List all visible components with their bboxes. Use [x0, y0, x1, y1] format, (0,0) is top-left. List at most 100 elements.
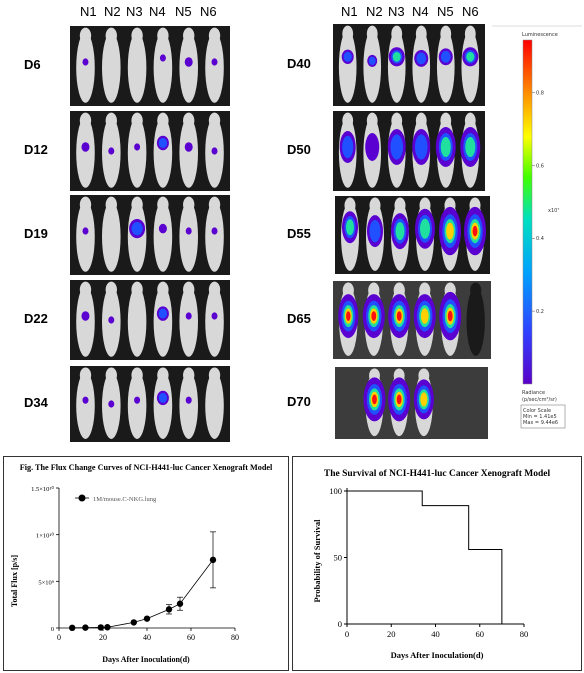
- color-scale-max: Max = 9.44e6: [523, 420, 558, 426]
- signal-spot: [185, 396, 192, 404]
- mouse: [102, 112, 121, 188]
- right-d65-imaging-panel: [333, 281, 491, 359]
- left-column-n3: N3: [126, 4, 143, 19]
- right-column-n3: N3: [388, 4, 405, 19]
- mouse: [127, 281, 147, 357]
- mouse: [76, 196, 95, 272]
- signal-spot: [363, 377, 386, 422]
- signal-spot: [413, 379, 434, 420]
- mouse: [205, 27, 224, 103]
- signal-spot: [339, 131, 356, 163]
- signal-spot: [82, 227, 89, 235]
- signal-spot: [362, 294, 385, 339]
- signal-spot: [438, 48, 453, 66]
- mouse: [102, 196, 121, 272]
- day-label-d40: D40: [287, 56, 311, 71]
- flux-x-tick-label: 20: [99, 633, 107, 642]
- signal-spot: [185, 312, 192, 320]
- signal-spot: [211, 58, 218, 66]
- mouse: [76, 281, 95, 357]
- mouse: [102, 367, 121, 439]
- mouse: [413, 368, 434, 437]
- day-label-d55: D55: [287, 226, 311, 241]
- signal-spot: [439, 206, 461, 256]
- right-d50-imaging-panel: [333, 111, 485, 191]
- flux-data-point: [165, 606, 173, 613]
- colorbar-gradient: [522, 39, 533, 385]
- signal-spot: [464, 206, 486, 256]
- colorbar-tick-label: 0.4: [536, 236, 544, 242]
- survival-x-tick-label: 40: [431, 629, 440, 639]
- flux-data-point: [143, 615, 151, 622]
- mouse: [127, 367, 147, 439]
- right-column-n4: N4: [412, 4, 429, 19]
- survival-chart: The Survival of NCI-H441-luc Cancer Xeno…: [312, 469, 551, 660]
- left-d12-imaging-panel: [70, 111, 230, 191]
- mouse: [127, 27, 147, 103]
- colorbar-ticks: 0.8 0.6 0.4 0.2: [532, 90, 544, 315]
- mouse: [153, 27, 173, 103]
- signal-spot: [156, 135, 169, 151]
- signal-spot: [134, 396, 141, 404]
- signal-spot: [156, 390, 169, 406]
- left-column-n5: N5: [175, 4, 192, 19]
- flux-data-point: [130, 619, 137, 626]
- mouse: [363, 25, 382, 103]
- mouse: [153, 112, 173, 188]
- flux-chart: Fig. The Flux Change Curves of NCI-H441-…: [10, 463, 273, 664]
- colorbar-title: Luminescence: [522, 32, 558, 38]
- mouse: [127, 196, 147, 272]
- right-column-n6: N6: [462, 4, 479, 19]
- left-column-n1: N1: [80, 4, 97, 19]
- mouse: [102, 27, 121, 103]
- mouse: [205, 196, 224, 272]
- mouse: [412, 112, 431, 188]
- signal-spot: [342, 211, 358, 244]
- survival-chart-frame: [292, 456, 582, 671]
- signal-spot: [413, 294, 436, 339]
- mouse: [76, 112, 95, 188]
- mouse: [439, 282, 462, 356]
- signal-spot: [156, 306, 169, 321]
- signal-spot: [185, 227, 192, 235]
- colorbar-tick-label: 0.8: [536, 90, 544, 96]
- mouse: [439, 368, 458, 437]
- flux-y-tick-label: 1.5×10¹⁰: [31, 485, 54, 493]
- mouse: [387, 112, 406, 188]
- flux-data-point: [82, 624, 89, 631]
- mouse: [153, 281, 173, 357]
- survival-x-tick-label: 0: [345, 629, 349, 639]
- signal-spot: [391, 213, 409, 250]
- flux-y-tick-label: 0: [51, 626, 54, 633]
- signal-spot: [387, 129, 406, 165]
- flux-x-axis-label: Days After Inoculation(d): [102, 655, 190, 664]
- day-label-d34: D34: [24, 395, 48, 410]
- signal-spot: [462, 47, 479, 67]
- signal-spot: [388, 47, 405, 67]
- signal-spot: [460, 127, 481, 167]
- flux-chart-frame: [3, 456, 289, 671]
- flux-data-point: [104, 624, 111, 631]
- signal-spot: [82, 396, 89, 404]
- flux-y-axis-label: Total Flux [p/s]: [10, 555, 19, 607]
- mouse: [127, 112, 147, 188]
- mouse: [76, 27, 95, 103]
- mouse: [102, 281, 121, 357]
- mouse: [466, 282, 485, 356]
- flux-data-point: [97, 624, 105, 631]
- flux-x-tick-label: 60: [187, 633, 195, 642]
- survival-chart-title: The Survival of NCI-H441-luc Cancer Xeno…: [324, 469, 551, 479]
- left-d22-imaging-panel: [70, 280, 230, 360]
- signal-spot: [435, 127, 456, 167]
- signal-spot: [134, 143, 141, 151]
- mouse: [412, 25, 431, 103]
- flux-x-tick-label: 40: [143, 633, 151, 642]
- mouse: [341, 197, 359, 271]
- signal-spot: [81, 142, 90, 152]
- right-column-n1: N1: [341, 4, 358, 19]
- signal-spot: [82, 58, 89, 66]
- mouse: [461, 25, 480, 103]
- signal-spot: [338, 294, 359, 339]
- signal-spot: [81, 311, 90, 321]
- signal-spot: [159, 54, 166, 62]
